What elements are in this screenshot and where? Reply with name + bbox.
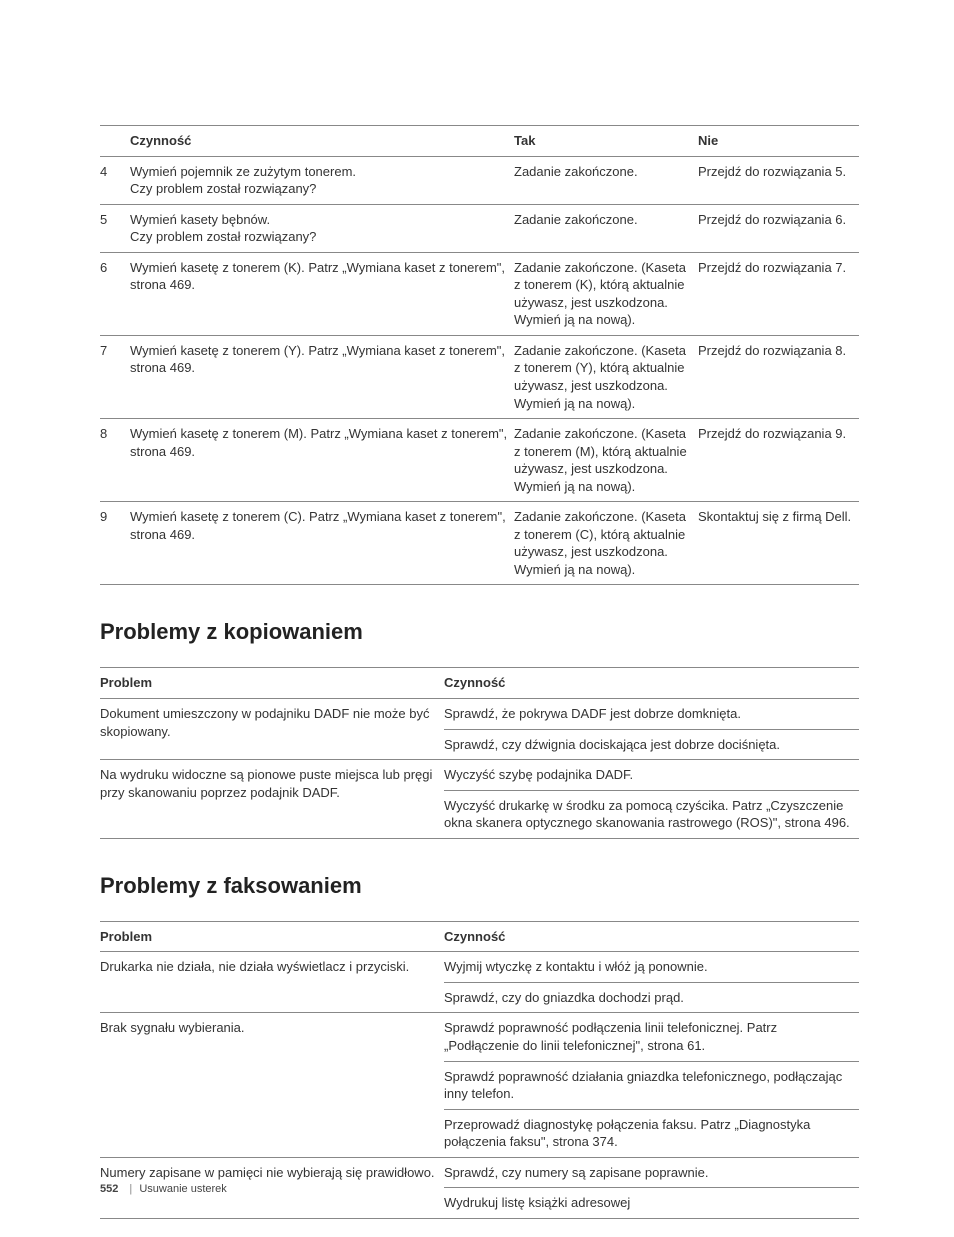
- th-action: Czynność: [130, 126, 514, 157]
- row-no: Skontaktuj się z firmą Dell.: [698, 502, 859, 585]
- th-yes: Tak: [514, 126, 698, 157]
- fax-problems-table: Problem Czynność Drukarka nie działa, ni…: [100, 921, 859, 1219]
- action-cell: Wyjmij wtyczkę z kontaktu i włóż ją pono…: [444, 952, 859, 983]
- table-row: 6Wymień kasetę z tonerem (K). Patrz „Wym…: [100, 252, 859, 335]
- th-num: [100, 126, 130, 157]
- action-cell: Wydrukuj listę książki adresowej: [444, 1188, 859, 1219]
- action-cell: Wyczyść drukarkę w środku za pomocą czyś…: [444, 790, 859, 838]
- th-problem3: Problem: [100, 921, 444, 952]
- th-action2: Czynność: [444, 668, 859, 699]
- row-number: 4: [100, 156, 130, 204]
- th-no: Nie: [698, 126, 859, 157]
- row-no: Przejdź do rozwiązania 7.: [698, 252, 859, 335]
- row-action: Wymień kasety bębnów. Czy problem został…: [130, 204, 514, 252]
- copy-problems-table: Problem Czynność Dokument umieszczony w …: [100, 667, 859, 838]
- row-action: Wymień kasetę z tonerem (C). Patrz „Wymi…: [130, 502, 514, 585]
- action-cell: Sprawdź poprawność podłączenia linii tel…: [444, 1013, 859, 1061]
- row-number: 8: [100, 419, 130, 502]
- problem-cell: Brak sygnału wybierania.: [100, 1013, 444, 1157]
- row-action: Wymień kasetę z tonerem (M). Patrz „Wymi…: [130, 419, 514, 502]
- th-problem: Problem: [100, 668, 444, 699]
- page-footer: 552 | Usuwanie usterek: [100, 1183, 227, 1195]
- heading-copy-problems: Problemy z kopiowaniem: [100, 619, 859, 645]
- table-row: Dokument umieszczony w podajniku DADF ni…: [100, 699, 859, 730]
- row-yes: Zadanie zakończone.: [514, 204, 698, 252]
- action-cell: Przeprowadź diagnostykę połączenia faksu…: [444, 1109, 859, 1157]
- table-row: Na wydruku widoczne są pionowe puste mie…: [100, 760, 859, 791]
- row-no: Przejdź do rozwiązania 5.: [698, 156, 859, 204]
- row-no: Przejdź do rozwiązania 8.: [698, 335, 859, 418]
- table-row: 9Wymień kasetę z tonerem (C). Patrz „Wym…: [100, 502, 859, 585]
- action-cell: Sprawdź, czy numery są zapisane poprawni…: [444, 1157, 859, 1188]
- row-yes: Zadanie zakończone. (Kaseta z tonerem (K…: [514, 252, 698, 335]
- problem-cell: Dokument umieszczony w podajniku DADF ni…: [100, 699, 444, 760]
- footer-divider: |: [129, 1183, 132, 1195]
- table-row: 8Wymień kasetę z tonerem (M). Patrz „Wym…: [100, 419, 859, 502]
- footer-section: Usuwanie usterek: [139, 1183, 226, 1195]
- troubleshooting-table: Czynność Tak Nie 4Wymień pojemnik ze zuż…: [100, 125, 859, 585]
- row-no: Przejdź do rozwiązania 9.: [698, 419, 859, 502]
- row-yes: Zadanie zakończone. (Kaseta z tonerem (Y…: [514, 335, 698, 418]
- row-number: 6: [100, 252, 130, 335]
- row-action: Wymień kasetę z tonerem (K). Patrz „Wymi…: [130, 252, 514, 335]
- row-number: 7: [100, 335, 130, 418]
- action-cell: Wyczyść szybę podajnika DADF.: [444, 760, 859, 791]
- table-row: Drukarka nie działa, nie działa wyświetl…: [100, 952, 859, 983]
- row-yes: Zadanie zakończone.: [514, 156, 698, 204]
- row-yes: Zadanie zakończone. (Kaseta z tonerem (C…: [514, 502, 698, 585]
- heading-fax-problems: Problemy z faksowaniem: [100, 873, 859, 899]
- table-row: 7Wymień kasetę z tonerem (Y). Patrz „Wym…: [100, 335, 859, 418]
- th-action3: Czynność: [444, 921, 859, 952]
- table-row: 4Wymień pojemnik ze zużytym tonerem. Czy…: [100, 156, 859, 204]
- row-number: 9: [100, 502, 130, 585]
- problem-cell: Na wydruku widoczne są pionowe puste mie…: [100, 760, 444, 839]
- action-cell: Sprawdź, czy dźwignia dociskająca jest d…: [444, 729, 859, 760]
- problem-cell: Drukarka nie działa, nie działa wyświetl…: [100, 952, 444, 1013]
- row-yes: Zadanie zakończone. (Kaseta z tonerem (M…: [514, 419, 698, 502]
- action-cell: Sprawdź, że pokrywa DADF jest dobrze dom…: [444, 699, 859, 730]
- row-action: Wymień pojemnik ze zużytym tonerem. Czy …: [130, 156, 514, 204]
- row-action: Wymień kasetę z tonerem (Y). Patrz „Wymi…: [130, 335, 514, 418]
- page: Czynność Tak Nie 4Wymień pojemnik ze zuż…: [0, 0, 954, 1237]
- row-number: 5: [100, 204, 130, 252]
- table-row: 5Wymień kasety bębnów. Czy problem zosta…: [100, 204, 859, 252]
- action-cell: Sprawdź poprawność działania gniazdka te…: [444, 1061, 859, 1109]
- row-no: Przejdź do rozwiązania 6.: [698, 204, 859, 252]
- action-cell: Sprawdź, czy do gniazdka dochodzi prąd.: [444, 982, 859, 1013]
- table-row: Brak sygnału wybierania.Sprawdź poprawno…: [100, 1013, 859, 1061]
- page-number: 552: [100, 1183, 118, 1195]
